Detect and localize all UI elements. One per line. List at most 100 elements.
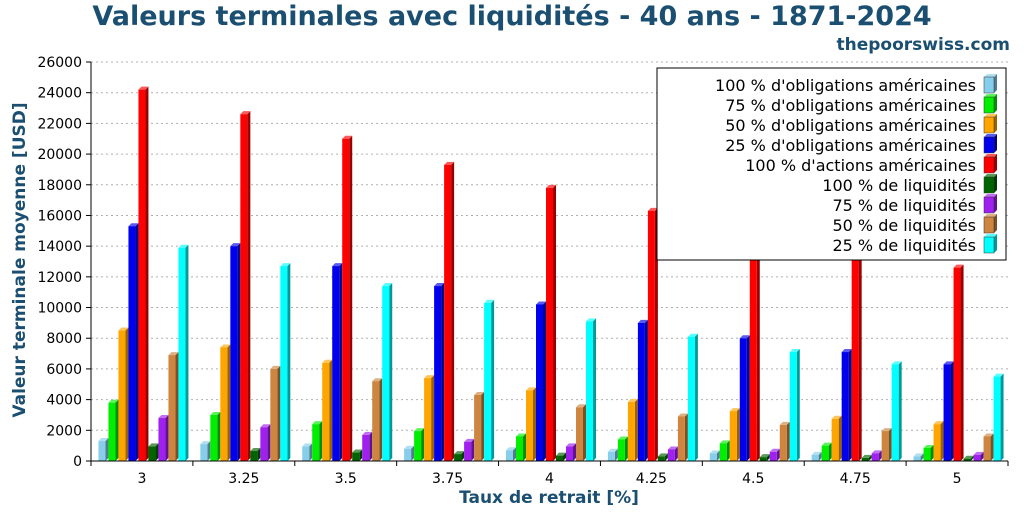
bar-top <box>729 408 740 412</box>
bar-side <box>237 243 241 461</box>
bar-front <box>536 304 543 461</box>
y-tick-label: 0 <box>73 454 82 470</box>
bar-front <box>881 431 889 461</box>
bar-front <box>811 454 819 461</box>
bar-front <box>637 322 645 461</box>
bar-top <box>719 440 730 444</box>
bar-top <box>677 413 688 417</box>
legend-label: 25 % de liquidités <box>832 236 976 255</box>
bar <box>617 436 628 461</box>
bar-front <box>556 455 563 461</box>
bar <box>312 421 323 461</box>
bar-top <box>943 361 954 365</box>
bar-front <box>831 418 839 461</box>
bar <box>260 424 271 461</box>
bar-front <box>270 368 278 461</box>
bar <box>322 359 333 461</box>
bar-side <box>369 431 373 461</box>
bar-top <box>586 318 596 322</box>
bar-front <box>444 164 452 462</box>
bar <box>474 392 485 461</box>
bar-front <box>851 249 859 461</box>
bar-side <box>888 428 892 461</box>
bar-front <box>434 286 442 461</box>
bar-top <box>362 431 373 435</box>
bar <box>414 428 425 461</box>
bar <box>516 433 526 461</box>
y-tick-label: 4000 <box>46 393 82 409</box>
bar-side <box>756 230 760 461</box>
bar-top <box>230 243 241 247</box>
bar <box>128 223 139 461</box>
bar-side <box>838 415 842 461</box>
bar <box>963 455 974 461</box>
bar-side <box>513 447 516 461</box>
bar-side <box>105 438 109 461</box>
bar-front <box>566 446 573 461</box>
bar-front <box>759 457 767 461</box>
bar <box>424 375 435 461</box>
bar-side <box>878 450 882 461</box>
legend-swatch <box>983 194 997 214</box>
bar-top <box>993 373 1004 377</box>
bar <box>657 453 668 461</box>
bar <box>220 344 231 461</box>
bar <box>280 263 291 461</box>
bar-side <box>175 352 179 461</box>
bar-top <box>280 263 291 267</box>
bar-side <box>766 454 770 461</box>
bar-side <box>287 263 291 461</box>
bar-front <box>312 424 320 461</box>
bar-side <box>217 411 221 461</box>
bar-front <box>891 364 899 461</box>
legend-label: 100 % d'actions américaines <box>745 156 976 175</box>
bar <box>118 327 129 461</box>
bar-front <box>933 424 941 461</box>
bar-top <box>352 449 363 453</box>
bar <box>729 408 740 461</box>
y-tick-label: 26000 <box>37 55 82 71</box>
bar-side <box>185 244 189 461</box>
bar <box>811 451 822 461</box>
bar-front <box>677 416 685 461</box>
y-tick-label: 22000 <box>37 116 82 132</box>
bar-front <box>220 347 228 461</box>
bar-top <box>769 448 780 452</box>
bar-side <box>654 207 658 461</box>
bar <box>434 283 445 461</box>
legend-swatch <box>983 94 997 114</box>
bar-side <box>736 408 740 461</box>
bar-top <box>312 421 323 425</box>
bar <box>240 111 251 461</box>
bar-top <box>759 454 770 458</box>
bar-top <box>474 392 485 396</box>
bar-front <box>516 436 523 461</box>
bar-side <box>940 421 944 461</box>
bar-top <box>220 344 231 348</box>
bar <box>148 443 159 461</box>
bar-top <box>444 161 455 165</box>
bar <box>677 413 688 461</box>
bar-side <box>523 433 526 461</box>
bar-top <box>739 335 750 339</box>
bar-side <box>796 349 800 461</box>
bar-front <box>210 414 218 461</box>
bar-front <box>789 352 797 461</box>
bar <box>769 448 780 461</box>
y-tick-label: 2000 <box>46 423 82 439</box>
y-tick-label: 10000 <box>37 301 82 317</box>
bar-top <box>332 263 343 267</box>
bar-front <box>861 457 869 461</box>
bar <box>108 399 119 461</box>
bar <box>913 453 924 461</box>
legend-swatch <box>983 114 997 134</box>
bar-top <box>526 387 536 391</box>
bar-front <box>943 364 951 461</box>
bar-side <box>451 161 455 462</box>
bar-top <box>372 378 383 382</box>
bar-front <box>302 446 310 461</box>
bar <box>230 243 241 461</box>
bar-side <box>920 453 924 461</box>
legend-swatch <box>983 154 997 174</box>
